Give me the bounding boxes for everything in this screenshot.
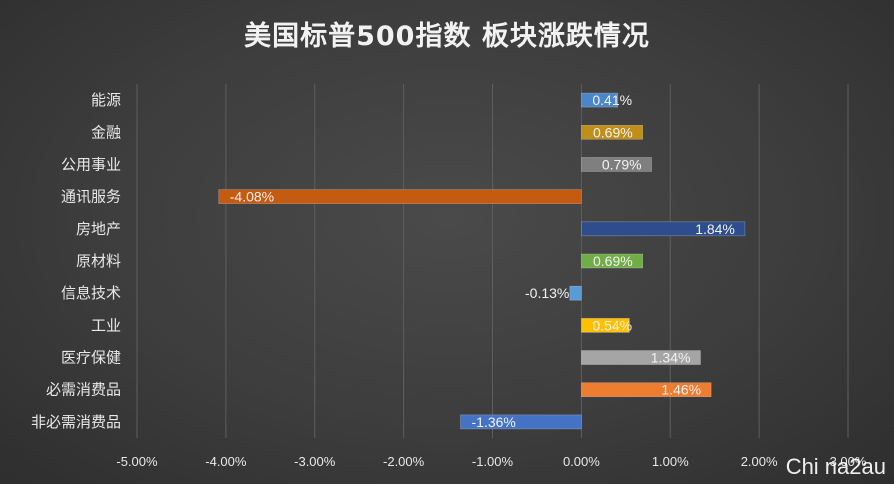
x-tick-label: -3.00% xyxy=(294,454,336,469)
bar xyxy=(581,382,712,398)
bar xyxy=(569,285,582,301)
data-label: 1.34% xyxy=(651,350,691,366)
x-axis-tick-labels: -5.00% -4.00% -3.00% -2.00% -1.00% 0.00% 1.00%… xyxy=(116,454,866,469)
category-label: 通讯服务 xyxy=(61,188,121,206)
category-label: 能源 xyxy=(91,91,121,109)
category-label: 公用事业 xyxy=(61,155,121,173)
chart-title: 美国标普500指数 板块涨跌情况 xyxy=(244,21,650,52)
bar xyxy=(581,253,643,269)
category-label: 房地产 xyxy=(76,220,121,238)
category-label: 非必需消费品 xyxy=(31,413,121,431)
x-tick-label: -2.00% xyxy=(383,454,425,469)
category-label: 必需消费品 xyxy=(46,381,121,399)
bar xyxy=(581,124,643,140)
data-label: -0.13% xyxy=(525,285,569,301)
x-tick-label: 3.00% xyxy=(830,454,867,469)
bar xyxy=(581,92,619,108)
bar xyxy=(218,189,582,204)
data-label: -4.08% xyxy=(230,189,274,205)
x-tick-label: 1.00% xyxy=(652,454,689,469)
bars xyxy=(218,92,746,430)
data-label: 0.69% xyxy=(593,124,633,140)
bar xyxy=(460,414,582,430)
bar xyxy=(581,318,630,333)
data-label: 0.41% xyxy=(592,92,632,108)
data-label: -1.36% xyxy=(472,414,516,430)
category-label: 金融 xyxy=(91,123,121,141)
bar xyxy=(581,221,746,237)
data-label: 0.69% xyxy=(593,253,633,269)
data-label: 0.54% xyxy=(592,317,632,333)
grid-lines xyxy=(136,84,849,438)
x-tick-label: -5.00% xyxy=(116,454,158,469)
data-label: 1.46% xyxy=(661,382,701,398)
x-tick-label: 2.00% xyxy=(741,454,778,469)
category-label: 信息技术 xyxy=(61,284,121,302)
data-label: 1.84% xyxy=(695,221,735,237)
data-label: 0.79% xyxy=(602,156,642,172)
category-label: 医疗保健 xyxy=(61,349,121,367)
bar xyxy=(581,157,652,172)
data-labels: 0.41% 0.69% 0.79% -4.08% 1.84% 0.69% -0.13% 0.5… xyxy=(230,92,735,430)
watermark: Chi na2au xyxy=(785,454,886,479)
x-tick-label: 0.00% xyxy=(563,454,600,469)
category-label: 原材料 xyxy=(76,252,121,270)
x-tick-label: -4.00% xyxy=(205,454,247,469)
category-label: 工业 xyxy=(91,316,121,334)
x-tick-label: -1.00% xyxy=(472,454,514,469)
bar xyxy=(581,350,701,365)
